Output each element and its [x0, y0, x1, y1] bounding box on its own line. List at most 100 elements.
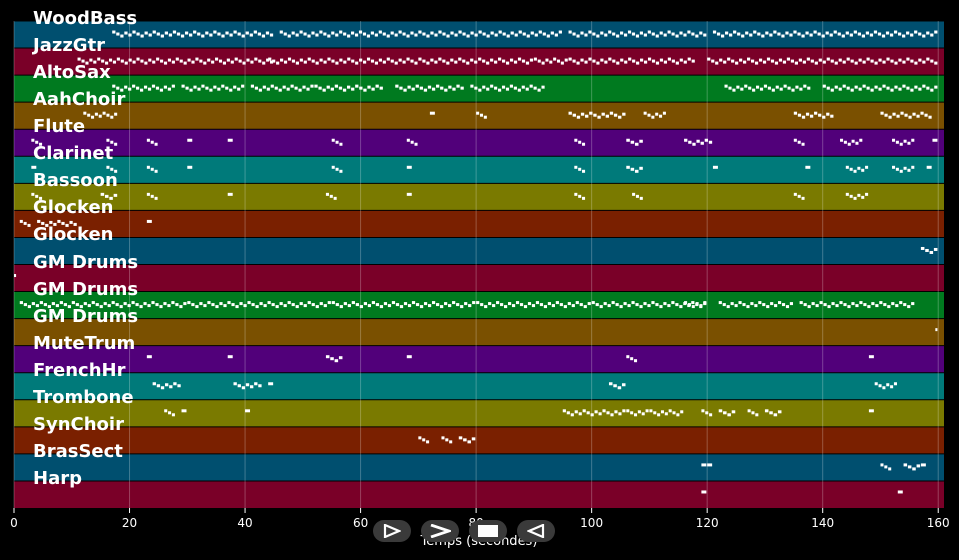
x-tick-label: 160	[926, 516, 950, 530]
note	[639, 166, 643, 170]
note	[667, 30, 671, 34]
note	[254, 57, 258, 61]
note	[407, 85, 411, 89]
note	[712, 30, 717, 34]
note	[326, 85, 330, 89]
note	[592, 59, 596, 63]
note	[695, 34, 699, 38]
track-label: AahChoir	[33, 89, 126, 111]
note	[823, 303, 827, 307]
note	[597, 115, 601, 119]
note	[406, 34, 410, 38]
note	[462, 32, 466, 36]
note	[893, 382, 897, 386]
note	[434, 60, 438, 64]
note	[510, 31, 514, 35]
note	[771, 88, 775, 92]
note	[803, 303, 807, 307]
note	[325, 192, 329, 196]
note	[624, 60, 628, 64]
note	[849, 167, 853, 171]
note	[630, 411, 634, 415]
note	[207, 58, 211, 62]
note	[675, 34, 679, 38]
note	[154, 142, 158, 146]
note	[466, 34, 470, 38]
note	[221, 34, 225, 38]
note	[205, 86, 209, 90]
note	[426, 34, 430, 38]
note	[691, 59, 695, 63]
note	[482, 59, 486, 63]
note	[898, 87, 902, 91]
note	[131, 301, 135, 305]
note	[846, 57, 850, 61]
note	[132, 84, 136, 88]
note	[884, 465, 888, 469]
play-button[interactable]	[373, 520, 411, 542]
stop-button[interactable]	[469, 520, 507, 542]
note	[484, 305, 488, 309]
note	[343, 60, 347, 64]
note	[934, 30, 938, 34]
note	[215, 57, 219, 61]
note	[503, 305, 508, 309]
note	[647, 30, 651, 34]
note	[770, 302, 774, 306]
note	[450, 58, 454, 62]
note	[886, 86, 890, 90]
note	[418, 57, 422, 61]
note	[67, 305, 71, 309]
note	[769, 33, 773, 37]
note	[903, 303, 907, 307]
note	[173, 382, 177, 386]
note	[627, 304, 631, 308]
note	[41, 221, 45, 225]
note	[59, 301, 63, 305]
note	[818, 113, 822, 117]
note	[866, 86, 870, 90]
note	[747, 57, 751, 61]
note	[542, 32, 546, 36]
note	[414, 61, 418, 65]
note	[268, 382, 274, 386]
note	[415, 84, 419, 88]
note	[845, 192, 849, 196]
note	[71, 301, 75, 305]
track-label: Glocken	[33, 224, 114, 246]
note	[639, 196, 643, 200]
note	[861, 34, 866, 38]
note	[563, 305, 567, 309]
note	[156, 384, 161, 388]
note	[745, 31, 749, 35]
note	[343, 32, 347, 36]
note	[51, 302, 55, 306]
note	[707, 463, 713, 467]
note	[688, 140, 692, 144]
note	[584, 60, 588, 64]
fast-forward-button[interactable]	[421, 520, 459, 542]
note	[335, 33, 339, 37]
note	[156, 32, 160, 36]
note	[680, 410, 684, 414]
note	[795, 85, 799, 89]
note	[814, 61, 818, 65]
note	[782, 60, 787, 64]
note	[343, 302, 347, 306]
note	[298, 88, 302, 92]
note	[363, 302, 368, 306]
note	[319, 302, 323, 306]
note	[113, 193, 118, 197]
note	[910, 88, 914, 92]
note	[423, 302, 428, 306]
note	[683, 33, 687, 37]
track-label: JazzGtr	[33, 35, 106, 57]
rewind-button[interactable]	[517, 520, 555, 542]
note	[270, 60, 274, 64]
note	[472, 301, 476, 305]
note	[741, 34, 745, 38]
note	[602, 409, 606, 413]
note	[374, 33, 378, 37]
note	[331, 138, 335, 142]
note	[537, 59, 541, 63]
